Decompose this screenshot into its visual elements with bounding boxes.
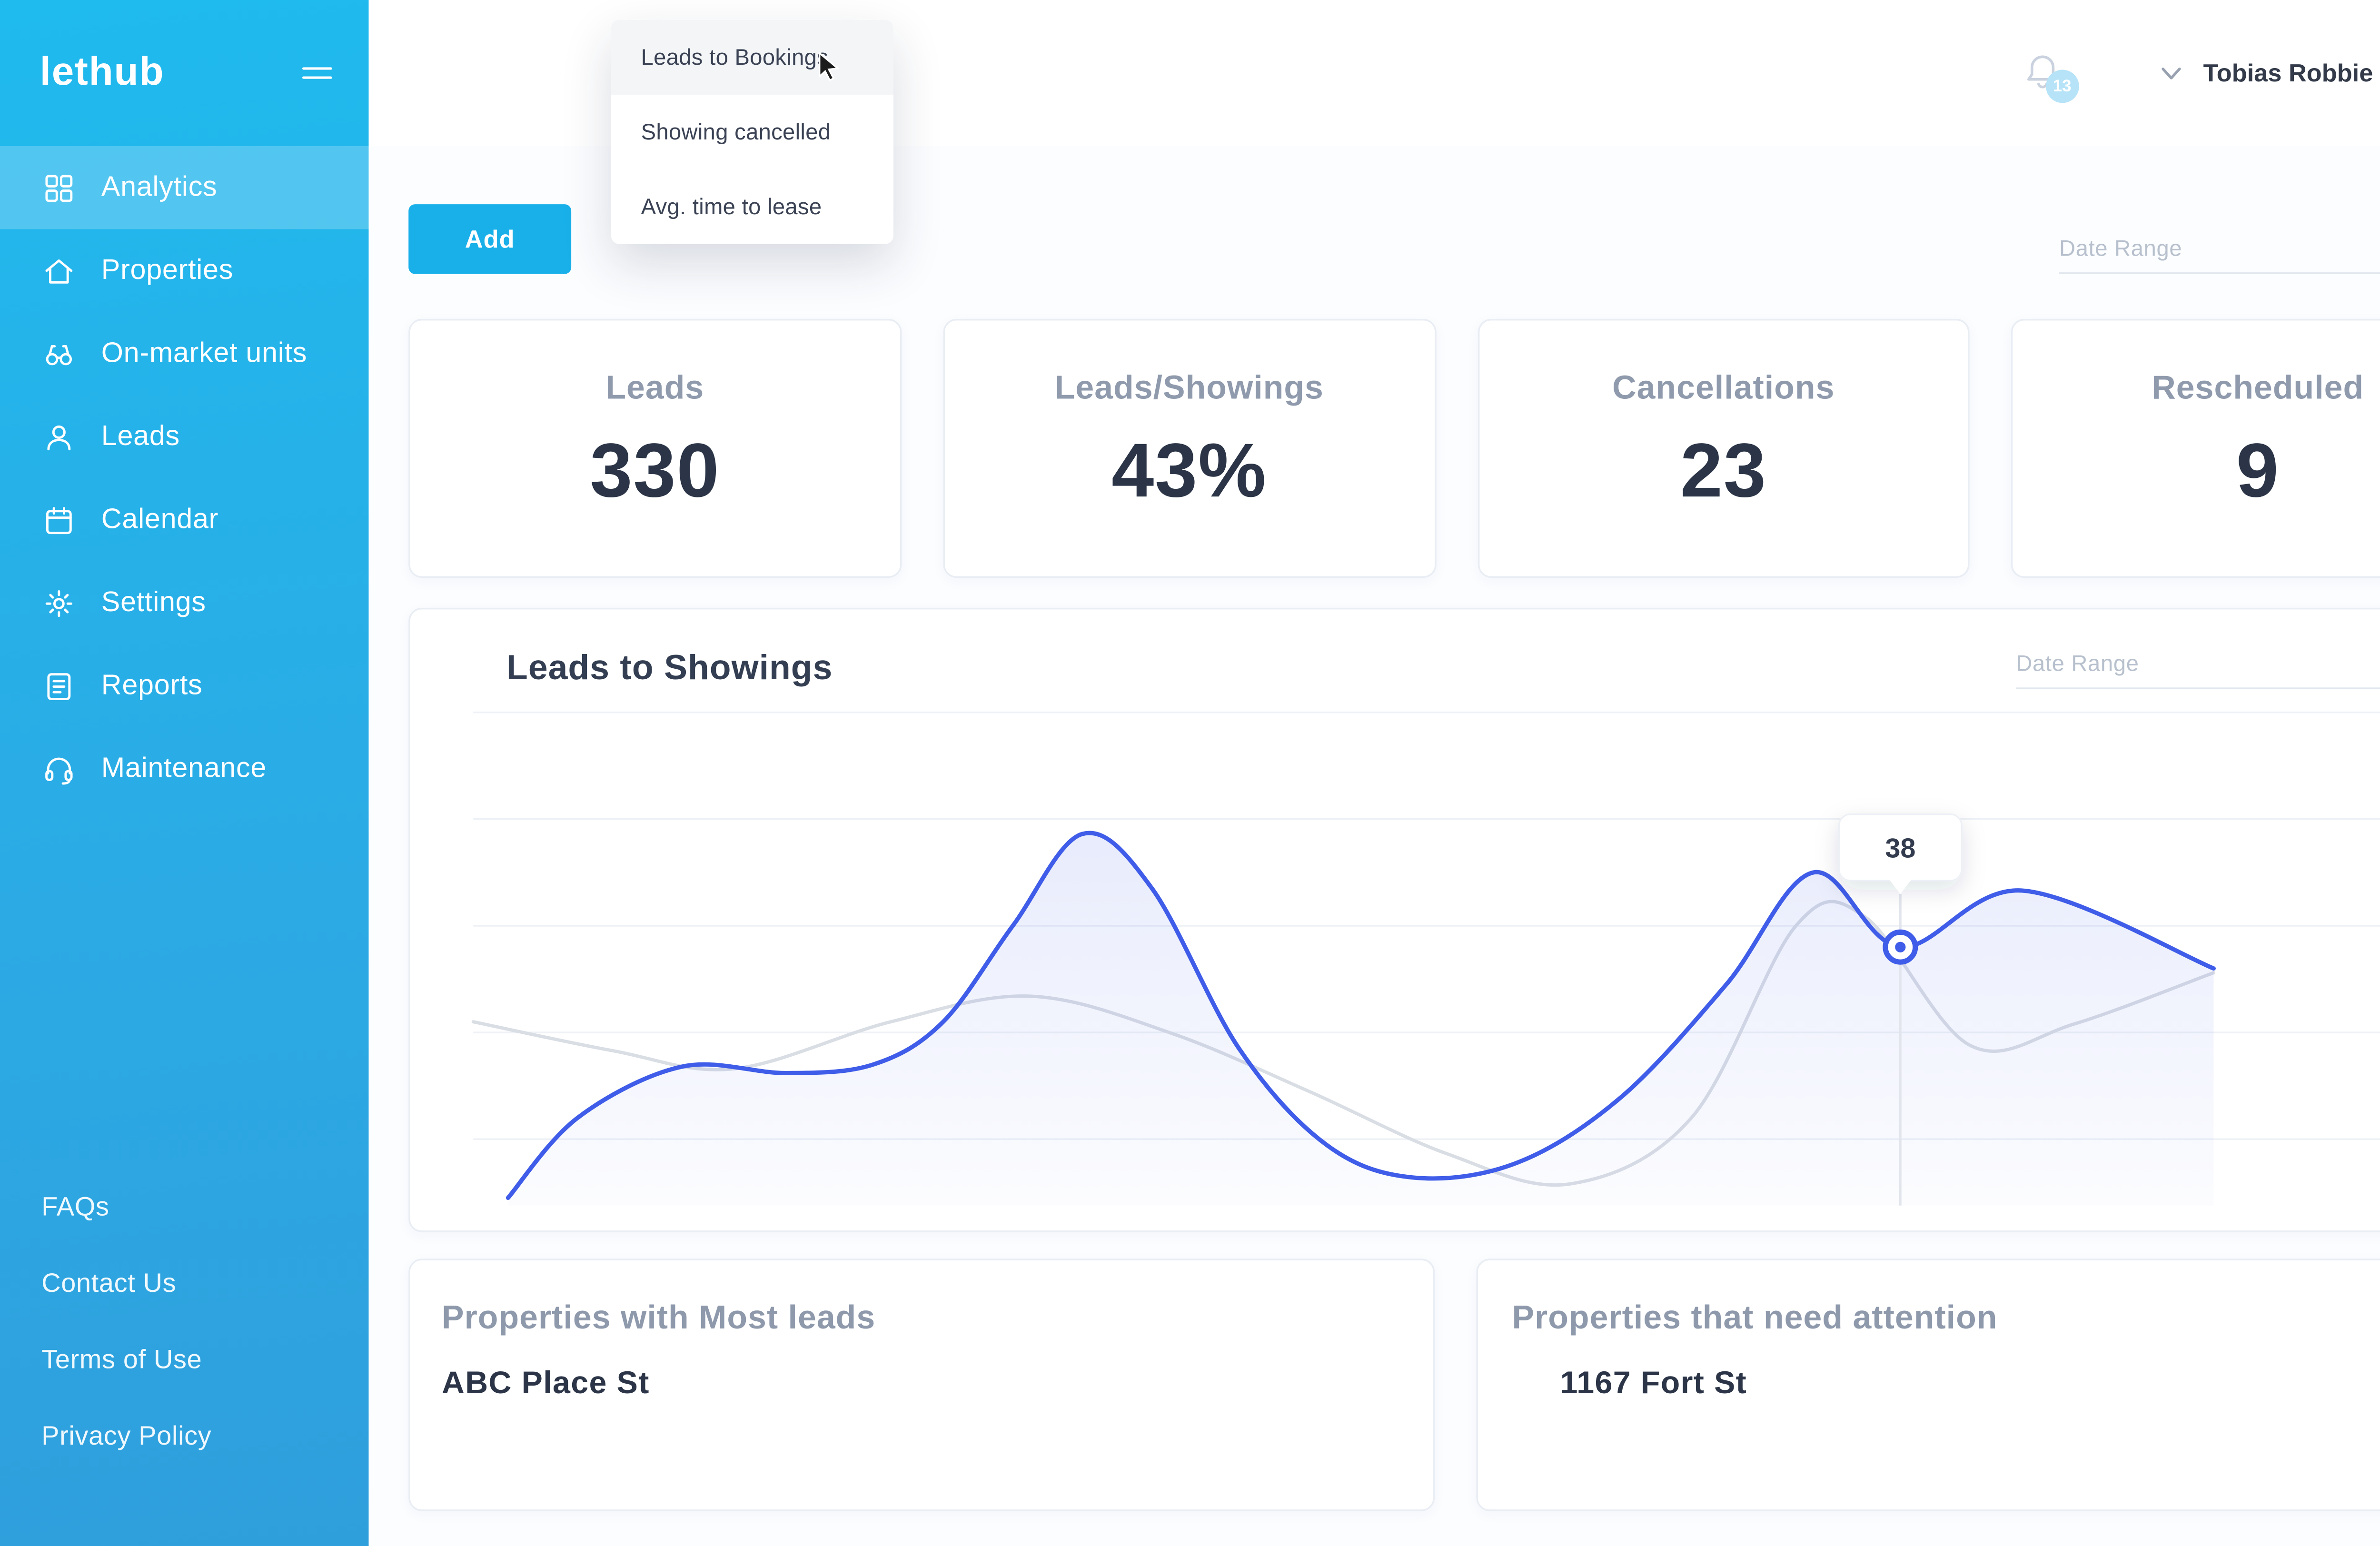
headset-icon (45, 757, 73, 784)
card-title: Properties that need attention (1512, 1300, 1998, 1337)
notifications-button[interactable]: 13 (2021, 50, 2079, 103)
sidebar-item-leads[interactable]: Leads (0, 395, 368, 478)
sidebar-item-label: Maintenance (101, 752, 267, 784)
person-icon (47, 425, 71, 450)
binoculars-icon (46, 344, 72, 365)
sidebar-item-properties[interactable]: Properties (0, 229, 368, 312)
chart-date-range-input[interactable]: Date Range (2016, 649, 2380, 689)
leads-showings-chart: 203040506038 (471, 711, 2380, 1206)
gear-icon (45, 589, 72, 616)
footer-link-faqs[interactable]: FAQs (41, 1194, 109, 1222)
dropdown-item-avg-time-to-lease[interactable]: Avg. time to lease (611, 169, 893, 244)
date-range-placeholder: Date Range (2059, 235, 2182, 260)
dropdown-item-label: Leads to Bookings (641, 45, 829, 70)
sidebar-item-label: Calendar (101, 503, 219, 535)
sidebar-item-label: Leads (101, 420, 180, 452)
content: Add Date Range Leads 330 Leads/Showings (368, 204, 2380, 1511)
svg-text:38: 38 (1885, 833, 1915, 863)
dropdown-item-showing-cancelled[interactable]: Showing cancelled (611, 95, 893, 169)
sidebar-item-label: Reports (101, 669, 203, 701)
dropdown-item-label: Showing cancelled (641, 119, 831, 145)
menu-icon[interactable] (299, 55, 336, 91)
sidebar-item-on-market-units[interactable]: On-market units (0, 312, 368, 395)
footer-link-terms-of-use[interactable]: Terms of Use (41, 1347, 202, 1375)
sidebar-item-label: Properties (101, 254, 234, 286)
sidebar-item-reports[interactable]: Reports (0, 644, 368, 727)
sidebar-item-label: On-market units (101, 337, 307, 369)
grid-icon (45, 174, 73, 201)
stats-row: Leads 330 Leads/Showings 43% Cancellatio… (408, 318, 2380, 578)
add-button[interactable]: Add (408, 204, 572, 274)
date-range-input[interactable]: Date Range (2059, 234, 2380, 274)
sidebar-item-calendar[interactable]: Calendar (0, 478, 368, 561)
sidebar-nav: Analytics Properties On-market units (0, 146, 369, 810)
sidebar-item-maintenance[interactable]: Maintenance (0, 727, 368, 810)
metric-dropdown-menu: Leads to Bookings Showing cancelled Avg.… (611, 20, 893, 244)
property-item[interactable]: ABC Place St (441, 1367, 650, 1402)
stat-card-rescheduled: Rescheduled 9 (2011, 318, 2380, 578)
properties-need-attention-card: Properties that need attention 1167 Fort… (1475, 1259, 2380, 1511)
document-icon (47, 672, 71, 700)
stat-label: Cancellations (1612, 370, 1835, 407)
stat-value: 23 (1680, 426, 1767, 514)
app-logo: lethub (40, 50, 165, 95)
dropdown-item-label: Avg. time to lease (641, 194, 822, 219)
sidebar-item-analytics[interactable]: Analytics (0, 146, 369, 229)
footer-link-contact-us[interactable]: Contact Us (41, 1270, 177, 1299)
stat-card-leads: Leads 330 (408, 318, 902, 578)
home-icon (45, 258, 73, 283)
date-range-placeholder: Date Range (2016, 650, 2139, 675)
stat-label: Leads (605, 370, 704, 407)
sidebar-item-label: Settings (101, 586, 206, 618)
dropdown-item-leads-to-bookings[interactable]: Leads to Bookings (611, 20, 893, 95)
cursor-icon (818, 51, 840, 81)
stat-value: 9 (2236, 426, 2280, 514)
calendar-icon (46, 506, 72, 534)
user-name[interactable]: Tobias Robbie (2203, 59, 2373, 88)
stat-label: Leads/Showings (1054, 370, 1324, 407)
toolbar-row: Add Date Range (408, 204, 2380, 274)
sidebar-footer: FAQs Contact Us Terms of Use Privacy Pol… (41, 1171, 211, 1477)
sidebar-item-label: Analytics (101, 171, 218, 203)
stat-card-leads-showings: Leads/Showings 43% (942, 318, 1436, 578)
bottom-row: Properties with Most leads ABC Place St … (408, 1259, 2380, 1511)
properties-most-leads-card: Properties with Most leads ABC Place St (408, 1259, 1434, 1511)
leads-to-showings-card: Leads to Showings Date Range (408, 607, 2380, 1232)
stat-value: 330 (590, 426, 720, 514)
stat-label: Rescheduled (2152, 370, 2364, 407)
notification-badge: 13 (2045, 69, 2079, 103)
footer-link-privacy-policy[interactable]: Privacy Policy (41, 1423, 212, 1452)
sidebar-item-settings[interactable]: Settings (0, 561, 368, 644)
chevron-down-icon[interactable] (2160, 66, 2182, 80)
sidebar: lethub Analytics Properties (0, 0, 369, 1546)
card-title: Properties with Most leads (441, 1300, 876, 1337)
stat-card-cancellations: Cancellations 23 (1477, 318, 1970, 578)
stat-value: 43% (1111, 426, 1267, 514)
property-item[interactable]: 1167 Fort St (1560, 1367, 1747, 1402)
chart-title: Leads to Showings (506, 649, 833, 688)
